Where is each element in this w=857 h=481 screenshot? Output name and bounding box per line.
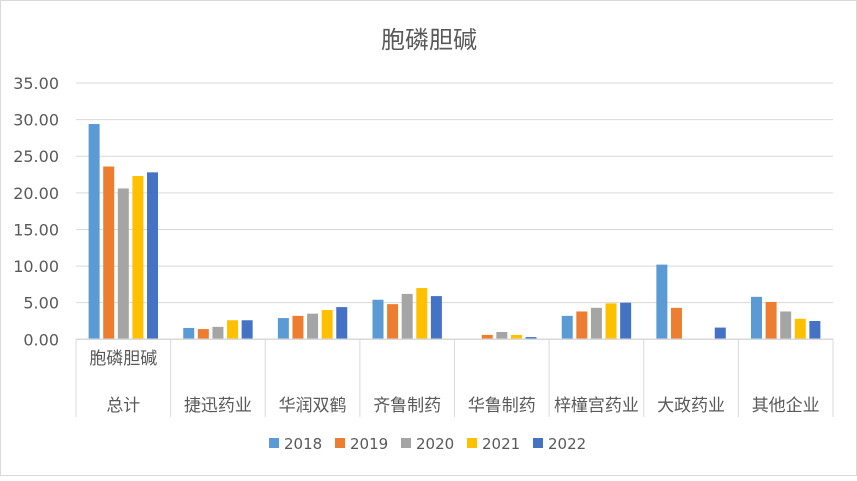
x-category-label: 华鲁制药	[468, 396, 536, 416]
bar-2021	[132, 176, 144, 340]
bar-2019	[765, 301, 777, 340]
bar-2019	[481, 334, 493, 340]
bar-2018	[561, 315, 573, 340]
bar-2020	[590, 307, 602, 340]
legend-swatch-2018	[269, 438, 279, 448]
legend-swatch-2019	[335, 438, 345, 448]
y-tick-label: 10.00	[13, 257, 59, 276]
y-tick-label: 15.00	[13, 220, 59, 239]
bar-2021	[605, 303, 617, 340]
bar-2018	[656, 264, 668, 340]
y-tick-label: 0.00	[23, 330, 59, 349]
bar-2020	[496, 331, 508, 340]
bar-2020	[780, 311, 792, 340]
bar-2018	[183, 327, 195, 340]
legend-label: 2018	[284, 435, 322, 453]
y-tick-label: 5.00	[23, 294, 59, 313]
bar-2019	[292, 315, 304, 340]
bar-2019	[197, 329, 209, 340]
bar-2020	[117, 188, 129, 340]
legend-label: 2019	[350, 435, 388, 453]
legend-label: 2022	[548, 435, 586, 453]
x-category-label: 其他企业	[752, 396, 820, 416]
bar-2020	[307, 313, 319, 340]
y-tick-label: 35.00	[13, 74, 59, 93]
x-category-label: 捷迅药业	[184, 396, 252, 416]
bar-2018	[750, 296, 762, 340]
bar-2022	[147, 172, 159, 340]
x-category-label: 总计	[106, 396, 140, 416]
x-category-label: 大政药业	[657, 396, 725, 416]
x-category-label-top: 胞磷胆碱	[89, 349, 157, 369]
y-tick-label: 20.00	[13, 184, 59, 203]
x-category-label: 梓橦宫药业	[554, 396, 639, 416]
legend-label: 2020	[416, 435, 454, 453]
bar-2021	[321, 310, 333, 340]
bar-2022	[525, 337, 537, 340]
bar-2022	[809, 320, 821, 340]
y-tick-label: 30.00	[13, 111, 59, 130]
bar-2018	[88, 124, 100, 340]
bar-2022	[336, 307, 348, 340]
bar-2020	[401, 293, 413, 340]
legend-swatch-2022	[533, 438, 543, 448]
legend-label: 2021	[482, 435, 520, 453]
y-tick-label: 25.00	[13, 147, 59, 166]
x-category-label: 齐鲁制药	[373, 396, 441, 416]
bar-2021	[510, 334, 522, 340]
bar-2018	[372, 299, 384, 340]
bar-2019	[103, 166, 115, 340]
bar-2021	[416, 288, 428, 340]
bar-2020	[212, 326, 224, 340]
chart-title: 胞磷胆碱	[381, 26, 477, 54]
bar-2019	[387, 304, 399, 340]
bar-2022	[241, 320, 253, 340]
bar-2022	[714, 327, 726, 340]
bar-2022	[430, 296, 442, 340]
bar-2022	[620, 302, 632, 340]
x-category-label: 华润双鹤	[279, 396, 347, 416]
bar-2019	[670, 307, 682, 340]
bar-2021	[794, 318, 806, 340]
bar-2021	[227, 320, 239, 340]
bar-2019	[576, 311, 588, 340]
bar-2018	[277, 318, 289, 340]
legend-swatch-2020	[401, 438, 411, 448]
legend-swatch-2021	[467, 438, 477, 448]
